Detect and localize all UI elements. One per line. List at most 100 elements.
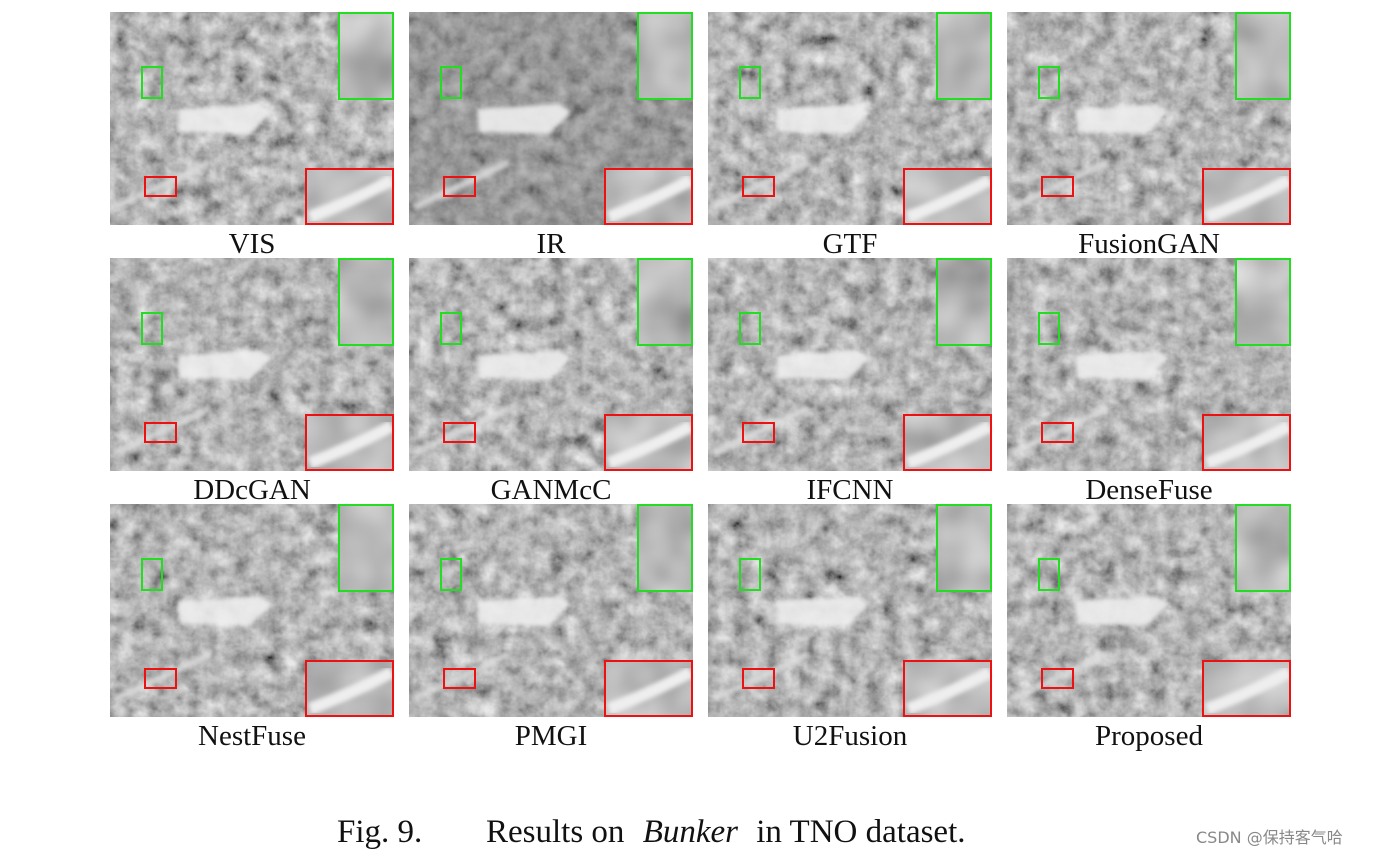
roi-green <box>141 66 163 99</box>
road <box>412 158 511 211</box>
inset-red-frame <box>604 168 693 225</box>
inset-red-frame <box>305 414 394 471</box>
roi-red <box>144 668 177 689</box>
inset-road <box>1204 666 1292 715</box>
roi-green <box>739 66 761 99</box>
inset-green-frame <box>637 12 693 100</box>
inset-green <box>637 504 693 592</box>
inset-green-frame <box>637 504 693 592</box>
panel-label: Proposed <box>1095 720 1203 752</box>
inset-red-frame <box>305 660 394 717</box>
inset-green <box>637 258 693 346</box>
panel: PMGI <box>409 504 694 752</box>
bunker <box>477 350 571 380</box>
panel: IR <box>409 12 694 260</box>
panel-label: DDcGAN <box>193 474 311 506</box>
road <box>113 404 212 457</box>
roi-green <box>141 312 163 345</box>
inset-green <box>1235 258 1291 346</box>
inset-road <box>307 174 395 223</box>
roi-green <box>1038 312 1060 345</box>
inset-road <box>1204 420 1292 469</box>
panel: DDcGAN <box>110 258 395 506</box>
panel: NestFuse <box>110 504 395 752</box>
bunker <box>776 350 870 380</box>
panel: VIS <box>110 12 395 260</box>
panel-grid: VIS IR GTF FusionGAN DDcGAN GANMcC IFCNN DenseF… <box>110 12 1292 752</box>
inset-green-frame <box>637 258 693 346</box>
roi-red <box>443 176 476 197</box>
roi-red <box>144 422 177 443</box>
bunker <box>178 596 272 626</box>
inset-green <box>338 504 394 592</box>
panel: GTF <box>708 12 993 260</box>
roi-red <box>742 176 775 197</box>
panel-label: FusionGAN <box>1078 228 1220 260</box>
inset-road <box>606 174 694 223</box>
panel-label: U2Fusion <box>793 720 908 752</box>
bunker <box>1075 104 1169 134</box>
road <box>113 650 212 703</box>
road <box>1010 404 1109 457</box>
bunker <box>1075 350 1169 380</box>
inset-red-frame <box>903 168 992 225</box>
panel-label: PMGI <box>515 720 588 752</box>
inset-green-frame <box>936 504 992 592</box>
inset-green-frame <box>1235 504 1291 592</box>
inset-road <box>905 666 993 715</box>
inset-red-frame <box>1202 168 1291 225</box>
roi-red <box>443 422 476 443</box>
inset-green-frame <box>1235 12 1291 100</box>
roi-green <box>440 312 462 345</box>
bunker <box>776 104 870 134</box>
watermark: CSDN @保持客气哈 <box>1196 828 1343 847</box>
inset-road <box>905 174 993 223</box>
road <box>711 404 810 457</box>
inset-green <box>1235 12 1291 100</box>
inset-green-frame <box>936 258 992 346</box>
panel-label: GTF <box>823 228 878 260</box>
inset-green <box>338 12 394 100</box>
inset-green <box>936 258 992 346</box>
bunker <box>1075 596 1169 626</box>
inset-red-frame <box>604 660 693 717</box>
bunker <box>776 596 870 626</box>
inset-red-frame <box>903 414 992 471</box>
roi-green <box>739 558 761 591</box>
bunker <box>477 596 571 626</box>
roi-red <box>1041 422 1074 443</box>
panel: FusionGAN <box>1007 12 1292 260</box>
panel: GANMcC <box>409 258 694 506</box>
inset-road <box>307 420 395 469</box>
inset-red-frame <box>903 660 992 717</box>
roi-green <box>1038 66 1060 99</box>
panel-label: GANMcC <box>491 474 612 506</box>
inset-green <box>338 258 394 346</box>
panel: DenseFuse <box>1007 258 1292 506</box>
inset-green-frame <box>338 504 394 592</box>
road <box>1010 650 1109 703</box>
bunker <box>178 104 272 134</box>
roi-red <box>1041 668 1074 689</box>
panel-label: IFCNN <box>806 474 893 506</box>
inset-red-frame <box>305 168 394 225</box>
roi-green <box>1038 558 1060 591</box>
inset-green <box>637 12 693 100</box>
road <box>412 650 511 703</box>
inset-green-frame <box>338 258 394 346</box>
inset-green-frame <box>338 12 394 100</box>
roi-red <box>1041 176 1074 197</box>
inset-green-frame <box>936 12 992 100</box>
bunker <box>477 104 571 134</box>
inset-green <box>936 12 992 100</box>
bunker <box>178 350 272 380</box>
inset-road <box>307 666 395 715</box>
roi-red <box>742 422 775 443</box>
road <box>113 158 212 211</box>
inset-road <box>905 420 993 469</box>
roi-red <box>742 668 775 689</box>
roi-red <box>144 176 177 197</box>
panel: Proposed <box>1007 504 1292 752</box>
road <box>1010 158 1109 211</box>
